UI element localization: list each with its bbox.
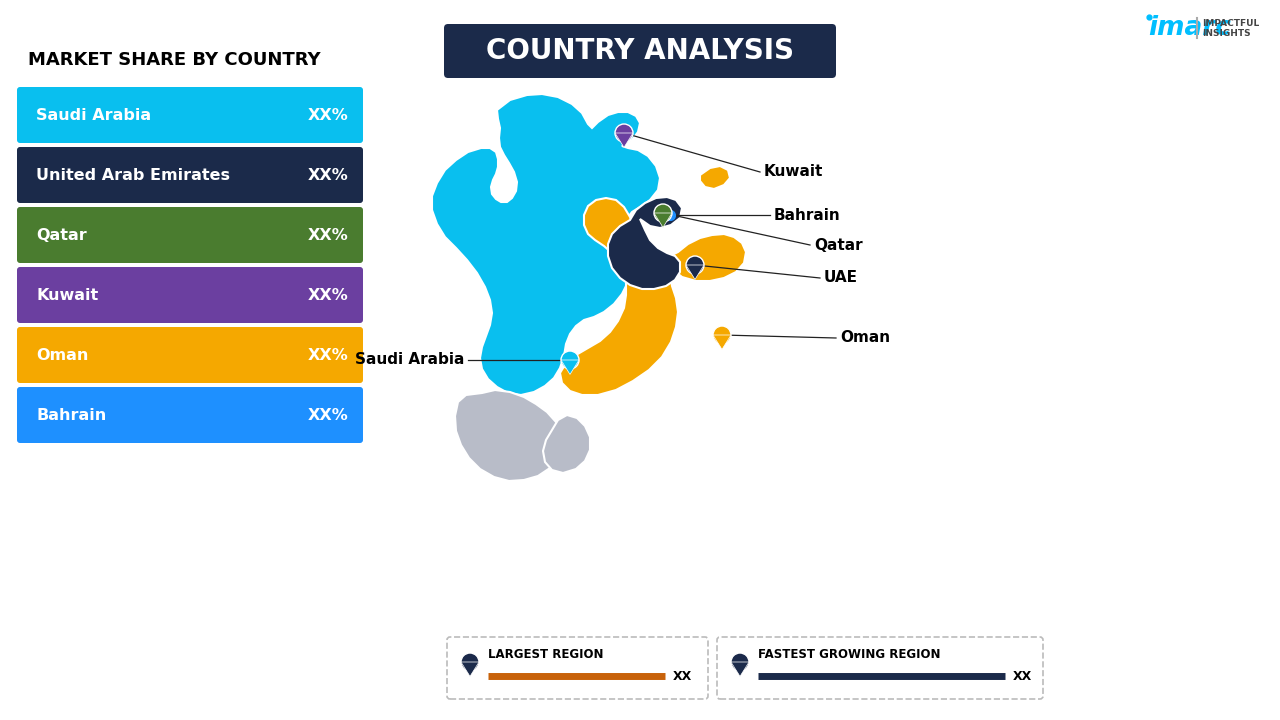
Circle shape (461, 653, 479, 671)
Text: COUNTRY ANALYSIS: COUNTRY ANALYSIS (486, 37, 794, 65)
Text: United Arab Emirates: United Arab Emirates (36, 168, 230, 182)
FancyBboxPatch shape (17, 87, 364, 143)
Polygon shape (461, 662, 479, 676)
Text: XX%: XX% (307, 408, 348, 423)
FancyBboxPatch shape (17, 207, 364, 263)
Text: Qatar: Qatar (36, 228, 87, 243)
Text: XX: XX (673, 670, 692, 683)
Text: MARKET SHARE BY COUNTRY: MARKET SHARE BY COUNTRY (28, 51, 320, 69)
Text: Oman: Oman (840, 330, 890, 346)
Polygon shape (713, 335, 731, 349)
Text: UAE: UAE (824, 271, 858, 286)
Text: Bahrain: Bahrain (774, 207, 841, 222)
Text: XX%: XX% (307, 107, 348, 122)
Text: IMPACTFUL: IMPACTFUL (1202, 19, 1260, 27)
FancyBboxPatch shape (17, 267, 364, 323)
FancyBboxPatch shape (447, 637, 708, 699)
Text: Kuwait: Kuwait (36, 287, 99, 302)
Circle shape (686, 256, 704, 274)
Text: FASTEST GROWING REGION: FASTEST GROWING REGION (758, 647, 941, 660)
FancyBboxPatch shape (17, 327, 364, 383)
Circle shape (654, 204, 672, 222)
Text: XX%: XX% (307, 228, 348, 243)
Circle shape (731, 653, 749, 671)
FancyBboxPatch shape (444, 24, 836, 78)
Text: Saudi Arabia: Saudi Arabia (36, 107, 151, 122)
Polygon shape (543, 415, 590, 473)
Polygon shape (700, 166, 730, 189)
Text: XX%: XX% (307, 348, 348, 362)
FancyBboxPatch shape (717, 637, 1043, 699)
Text: Saudi Arabia: Saudi Arabia (355, 353, 465, 367)
Polygon shape (561, 198, 746, 395)
Circle shape (713, 326, 731, 344)
Polygon shape (614, 133, 634, 148)
Polygon shape (454, 390, 562, 481)
Polygon shape (561, 360, 579, 374)
Circle shape (614, 124, 634, 142)
Circle shape (561, 351, 579, 369)
Text: LARGEST REGION: LARGEST REGION (488, 647, 603, 660)
Polygon shape (608, 197, 682, 289)
Text: XX%: XX% (307, 168, 348, 182)
Text: Qatar: Qatar (814, 238, 863, 253)
Text: INSIGHTS: INSIGHTS (1202, 29, 1251, 37)
Polygon shape (654, 213, 672, 228)
FancyBboxPatch shape (17, 147, 364, 203)
Polygon shape (731, 662, 749, 676)
Text: imarc: imarc (1148, 15, 1231, 41)
Text: XX%: XX% (307, 287, 348, 302)
Text: Kuwait: Kuwait (764, 164, 823, 179)
Text: Oman: Oman (36, 348, 88, 362)
Text: Bahrain: Bahrain (36, 408, 106, 423)
FancyBboxPatch shape (17, 387, 364, 443)
Polygon shape (686, 265, 704, 279)
Text: XX: XX (1012, 670, 1032, 683)
Polygon shape (433, 94, 660, 395)
